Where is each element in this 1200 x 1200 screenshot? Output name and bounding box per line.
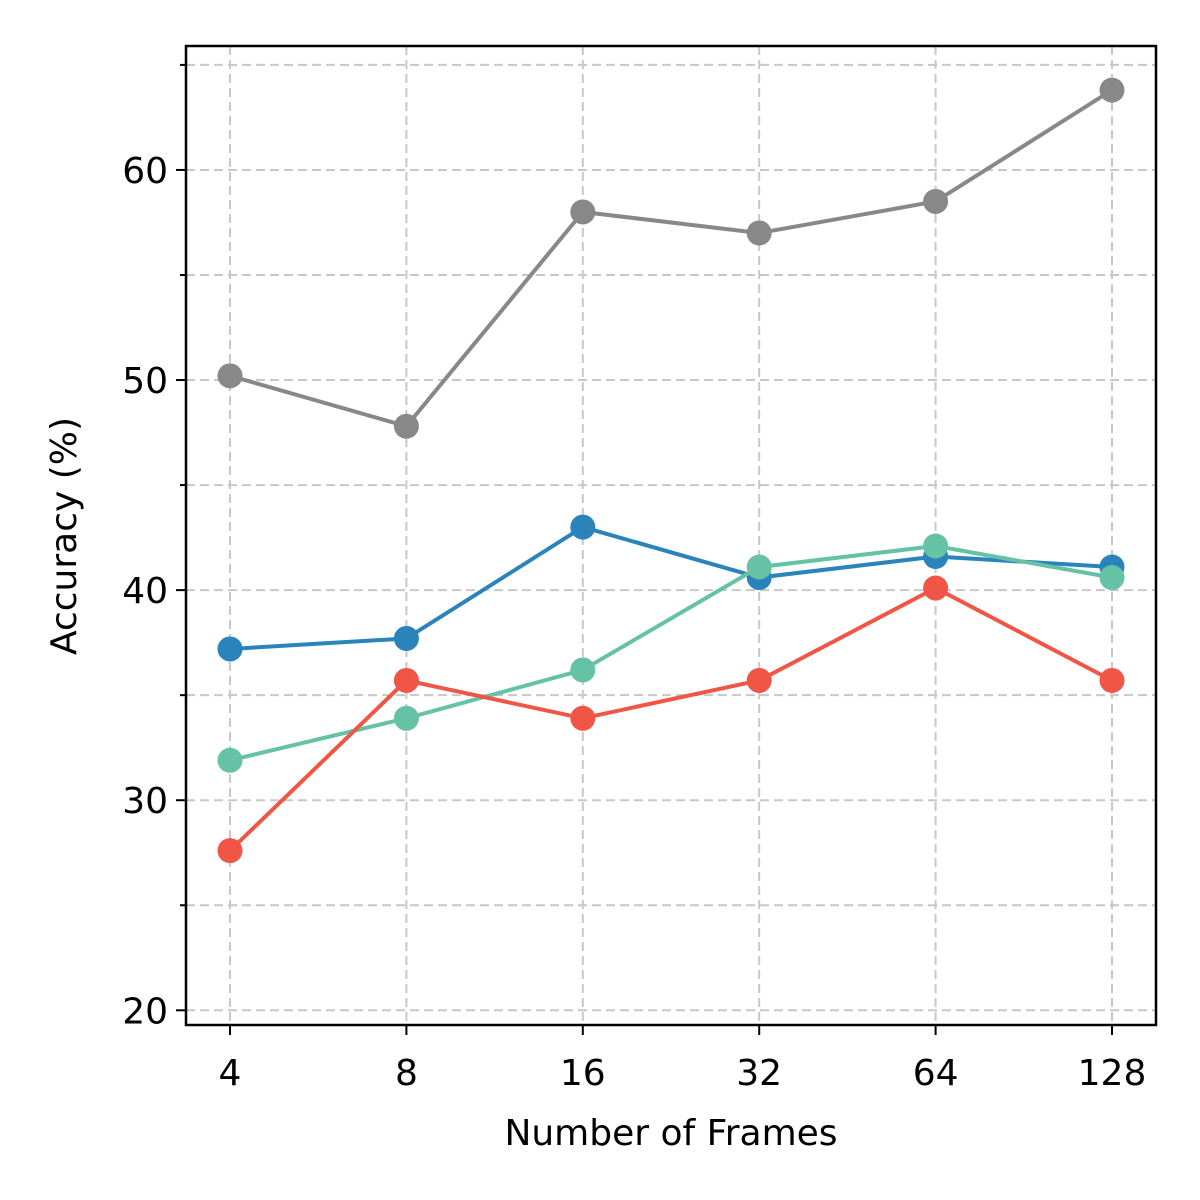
x-tick-label: 16 [560,1053,606,1094]
series-3 [217,533,1125,773]
data-point [570,705,596,731]
series-line [229,88,1114,429]
x-tick-label: 4 [219,1053,242,1094]
series-line [229,544,1113,763]
data-point [923,188,949,214]
data-point [1099,667,1125,693]
data-point [1099,77,1125,103]
data-point [570,514,596,540]
data-point [746,667,772,693]
series-line [228,586,1113,853]
series-layer [217,77,1125,864]
y-tick-label: 20 [122,991,168,1032]
y-tick-label: 40 [122,571,168,612]
x-tick-label: 128 [1078,1053,1147,1094]
data-point [393,413,419,439]
x-axis-title: Number of Frames [504,1113,837,1154]
x-tick-label: 32 [736,1053,782,1094]
x-tick-label: 8 [395,1053,418,1094]
x-tick-label: 64 [913,1053,959,1094]
data-point [1099,565,1125,591]
data-point [570,657,596,683]
data-point [217,747,243,773]
data-point [217,838,243,864]
y-tick-label: 50 [122,361,168,402]
data-point [570,199,596,225]
series-2 [217,514,1125,662]
y-axis-title: Accuracy (%) [44,417,85,655]
data-point [746,220,772,246]
y-tick-label: 60 [122,151,168,192]
data-point [217,363,243,389]
grid [186,46,1156,1025]
data-point [393,705,419,731]
series-4 [217,575,1125,864]
plot-frame [184,44,1158,1027]
series-line [229,525,1113,651]
data-point [923,533,949,559]
series-1 [217,77,1125,439]
ticks: 20 30 40 50 60 4 8 16 32 64 128 [122,63,1147,1094]
data-point [393,667,419,693]
data-point [217,636,243,662]
data-point [746,554,772,580]
data-point [923,575,949,601]
data-point [393,625,419,651]
y-tick-label: 30 [122,781,168,822]
